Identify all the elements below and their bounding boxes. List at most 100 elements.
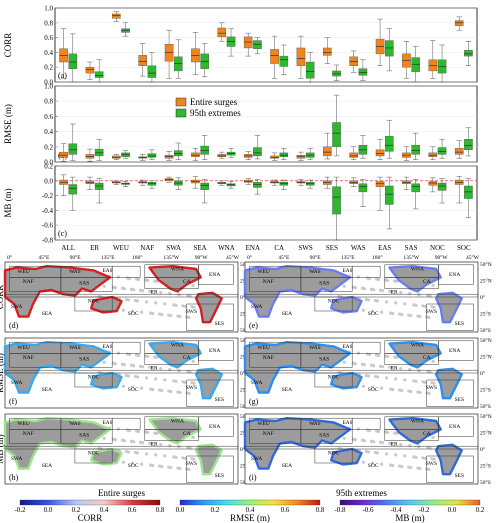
box xyxy=(385,185,394,205)
ocean-point xyxy=(183,304,187,308)
ocean-point xyxy=(126,298,131,302)
ocean-point xyxy=(178,314,182,319)
continent xyxy=(194,443,223,476)
region-box xyxy=(198,416,234,437)
lon-label: 0° xyxy=(7,254,12,261)
ocean-point xyxy=(380,289,385,293)
region-label: NOC xyxy=(328,299,340,305)
ocean-point xyxy=(403,378,407,382)
ocean-point xyxy=(160,388,164,393)
region-label: SWS xyxy=(186,461,197,467)
region-label: SAS xyxy=(319,432,329,438)
lon-label: 45°E xyxy=(278,254,290,261)
colorbar-1 xyxy=(179,499,321,506)
region-label: WNA xyxy=(171,342,184,348)
region-label: SWA xyxy=(11,304,23,310)
box xyxy=(358,68,368,76)
y-tick-label: 0.4 xyxy=(44,49,53,57)
colorbar-tick-label: -0.8 xyxy=(334,506,346,514)
ocean-point xyxy=(380,441,385,445)
region-label: SOC xyxy=(128,311,139,317)
region-label: NOC xyxy=(328,375,340,381)
ocean-point xyxy=(431,359,435,363)
ocean-point xyxy=(150,442,154,446)
legend-swatch-extremes xyxy=(175,108,187,118)
ocean-point xyxy=(403,454,407,458)
map-row-label: CORR xyxy=(0,285,5,310)
ocean-point xyxy=(375,375,380,379)
region-label: NAF xyxy=(263,355,274,361)
y-tick-label: -0.6 xyxy=(42,222,54,230)
box xyxy=(270,155,279,159)
lon-label: 90°E xyxy=(310,254,322,261)
region-box xyxy=(144,429,199,441)
region-box xyxy=(111,417,141,430)
map-panels: WEU WAS EAS WNA ENA NAF SAS CA ER SWA SEA NOC SOC SWS… xyxy=(0,254,492,498)
y-tick-label: 0.2 xyxy=(44,163,53,171)
region-label: SWS xyxy=(186,385,197,391)
ocean-point xyxy=(370,461,375,465)
x-tick-label: SWS xyxy=(298,244,313,252)
continent xyxy=(434,443,463,476)
region-box xyxy=(60,353,113,368)
ocean-point xyxy=(362,439,367,443)
box xyxy=(226,183,236,187)
colorbar-tick-label: 0.6 xyxy=(128,506,137,514)
region-label: WAS xyxy=(309,345,321,351)
ocean-point xyxy=(154,301,158,305)
region-label: EAS xyxy=(342,268,352,274)
ocean-point xyxy=(367,428,372,433)
box xyxy=(85,154,95,159)
ocean-point xyxy=(423,456,427,460)
region-label: SES xyxy=(455,321,464,327)
region-box xyxy=(74,372,113,388)
box xyxy=(270,49,279,64)
ocean-point xyxy=(159,367,163,371)
region-label: ENA xyxy=(449,348,460,354)
ocean-point xyxy=(367,276,372,281)
region-label: WEU xyxy=(257,345,270,351)
region-label: WNA xyxy=(411,342,424,348)
box xyxy=(94,71,104,78)
ocean-point xyxy=(394,453,398,457)
continent xyxy=(148,265,202,293)
region-label: SWS xyxy=(426,461,437,467)
panel-tag: (a) xyxy=(58,71,67,80)
y-tick-label: 0.0 xyxy=(44,177,53,185)
region-label: SES xyxy=(215,321,224,327)
region-label: ER xyxy=(151,366,158,372)
region-box xyxy=(186,379,234,407)
ocean-point xyxy=(400,312,404,317)
ocean-point xyxy=(427,467,431,472)
colorbar-tick-label: 0.2 xyxy=(476,506,485,514)
continent xyxy=(148,417,202,445)
colorbar-tick-label: -0.4 xyxy=(390,506,402,514)
region-label: SOC xyxy=(368,387,379,393)
region-label: SOC xyxy=(128,463,139,469)
region-box xyxy=(186,455,234,483)
ocean-point xyxy=(395,355,399,360)
region-box xyxy=(384,429,439,441)
continent xyxy=(388,417,442,445)
ocean-point xyxy=(432,457,436,461)
region-label: ENA xyxy=(209,348,220,354)
box xyxy=(411,57,420,72)
x-tick-label: ER xyxy=(90,244,99,252)
ocean-point xyxy=(130,385,135,389)
ocean-point xyxy=(174,379,178,383)
box xyxy=(200,145,209,155)
colorbar-tick-label: 0.8 xyxy=(156,506,165,514)
colorbars: -0.2 0.0 0.2 0.4 0.6 0.8 CORR 0.0 0.2 0.4 0.6 0.8 RM… xyxy=(14,499,485,523)
ocean-point xyxy=(379,386,384,390)
region-box xyxy=(314,448,353,464)
region-box xyxy=(74,448,113,464)
ocean-point xyxy=(427,391,431,396)
region-label: SOC xyxy=(128,387,139,393)
box xyxy=(279,152,289,157)
region-box xyxy=(186,303,234,331)
colorbar-tick-label: 0.0 xyxy=(448,506,457,514)
ocean-point xyxy=(131,364,136,368)
x-tick-label: SEA xyxy=(193,244,206,252)
ocean-point xyxy=(379,310,384,314)
